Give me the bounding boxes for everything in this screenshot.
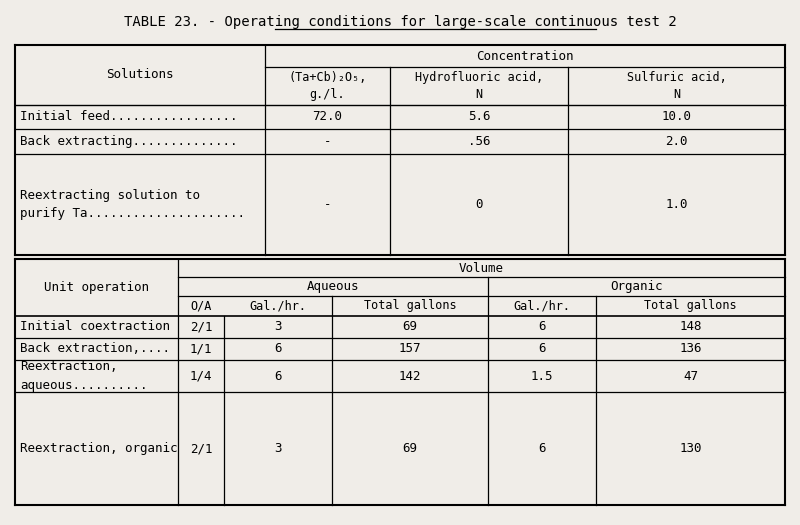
- Text: 3: 3: [274, 442, 282, 455]
- Text: 47: 47: [683, 370, 698, 383]
- Text: 136: 136: [679, 342, 702, 355]
- Text: O/A: O/A: [190, 299, 212, 312]
- Text: Volume: Volume: [459, 261, 504, 275]
- Text: 2/1: 2/1: [190, 442, 212, 455]
- Text: Organic: Organic: [610, 280, 662, 293]
- Text: Aqueous: Aqueous: [306, 280, 359, 293]
- Text: 1/4: 1/4: [190, 370, 212, 383]
- Text: 142: 142: [398, 370, 422, 383]
- Text: Gal./hr.: Gal./hr.: [250, 299, 306, 312]
- Text: 6: 6: [274, 342, 282, 355]
- Text: 1.0: 1.0: [666, 198, 688, 211]
- Text: 0: 0: [475, 198, 482, 211]
- Text: .56: .56: [468, 135, 490, 148]
- Text: 1.5: 1.5: [530, 370, 554, 383]
- Text: Reextraction, organic: Reextraction, organic: [20, 442, 178, 455]
- Text: 2.0: 2.0: [666, 135, 688, 148]
- Text: -: -: [324, 135, 331, 148]
- Text: purify Ta.....................: purify Ta.....................: [20, 207, 245, 220]
- Text: Unit operation: Unit operation: [44, 281, 149, 294]
- Text: 6: 6: [538, 442, 546, 455]
- Text: Total gallons: Total gallons: [644, 299, 737, 312]
- Text: Gal./hr.: Gal./hr.: [514, 299, 570, 312]
- Text: aqueous..........: aqueous..........: [20, 379, 147, 392]
- Text: 157: 157: [398, 342, 422, 355]
- Text: 1/1: 1/1: [190, 342, 212, 355]
- Text: Sulfuric acid,
N: Sulfuric acid, N: [626, 71, 726, 101]
- Text: Back extraction,....: Back extraction,....: [20, 342, 170, 355]
- Text: 6: 6: [538, 320, 546, 333]
- Text: 72.0: 72.0: [313, 110, 342, 123]
- Text: 10.0: 10.0: [662, 110, 691, 123]
- Text: 2/1: 2/1: [190, 320, 212, 333]
- Text: Total gallons: Total gallons: [364, 299, 456, 312]
- Text: 5.6: 5.6: [468, 110, 490, 123]
- Text: Reextracting solution to: Reextracting solution to: [20, 189, 200, 202]
- Text: -: -: [324, 198, 331, 211]
- Text: 148: 148: [679, 320, 702, 333]
- Text: Back extracting..............: Back extracting..............: [20, 135, 238, 148]
- Text: TABLE 23. - Operating conditions for large-scale continuous test 2: TABLE 23. - Operating conditions for lar…: [124, 15, 676, 29]
- Text: (Ta+Cb)₂O₅,
g./l.: (Ta+Cb)₂O₅, g./l.: [288, 71, 366, 101]
- Text: Concentration: Concentration: [476, 49, 574, 62]
- Text: 3: 3: [274, 320, 282, 333]
- Text: Initial coextraction: Initial coextraction: [20, 320, 170, 333]
- Text: 6: 6: [274, 370, 282, 383]
- Text: Hydrofluoric acid,
N: Hydrofluoric acid, N: [415, 71, 543, 101]
- Text: 69: 69: [402, 320, 418, 333]
- Text: 6: 6: [538, 342, 546, 355]
- Text: Reextraction,: Reextraction,: [20, 361, 118, 373]
- Text: 69: 69: [402, 442, 418, 455]
- Text: Solutions: Solutions: [106, 68, 174, 81]
- Text: Initial feed.................: Initial feed.................: [20, 110, 238, 123]
- Text: 130: 130: [679, 442, 702, 455]
